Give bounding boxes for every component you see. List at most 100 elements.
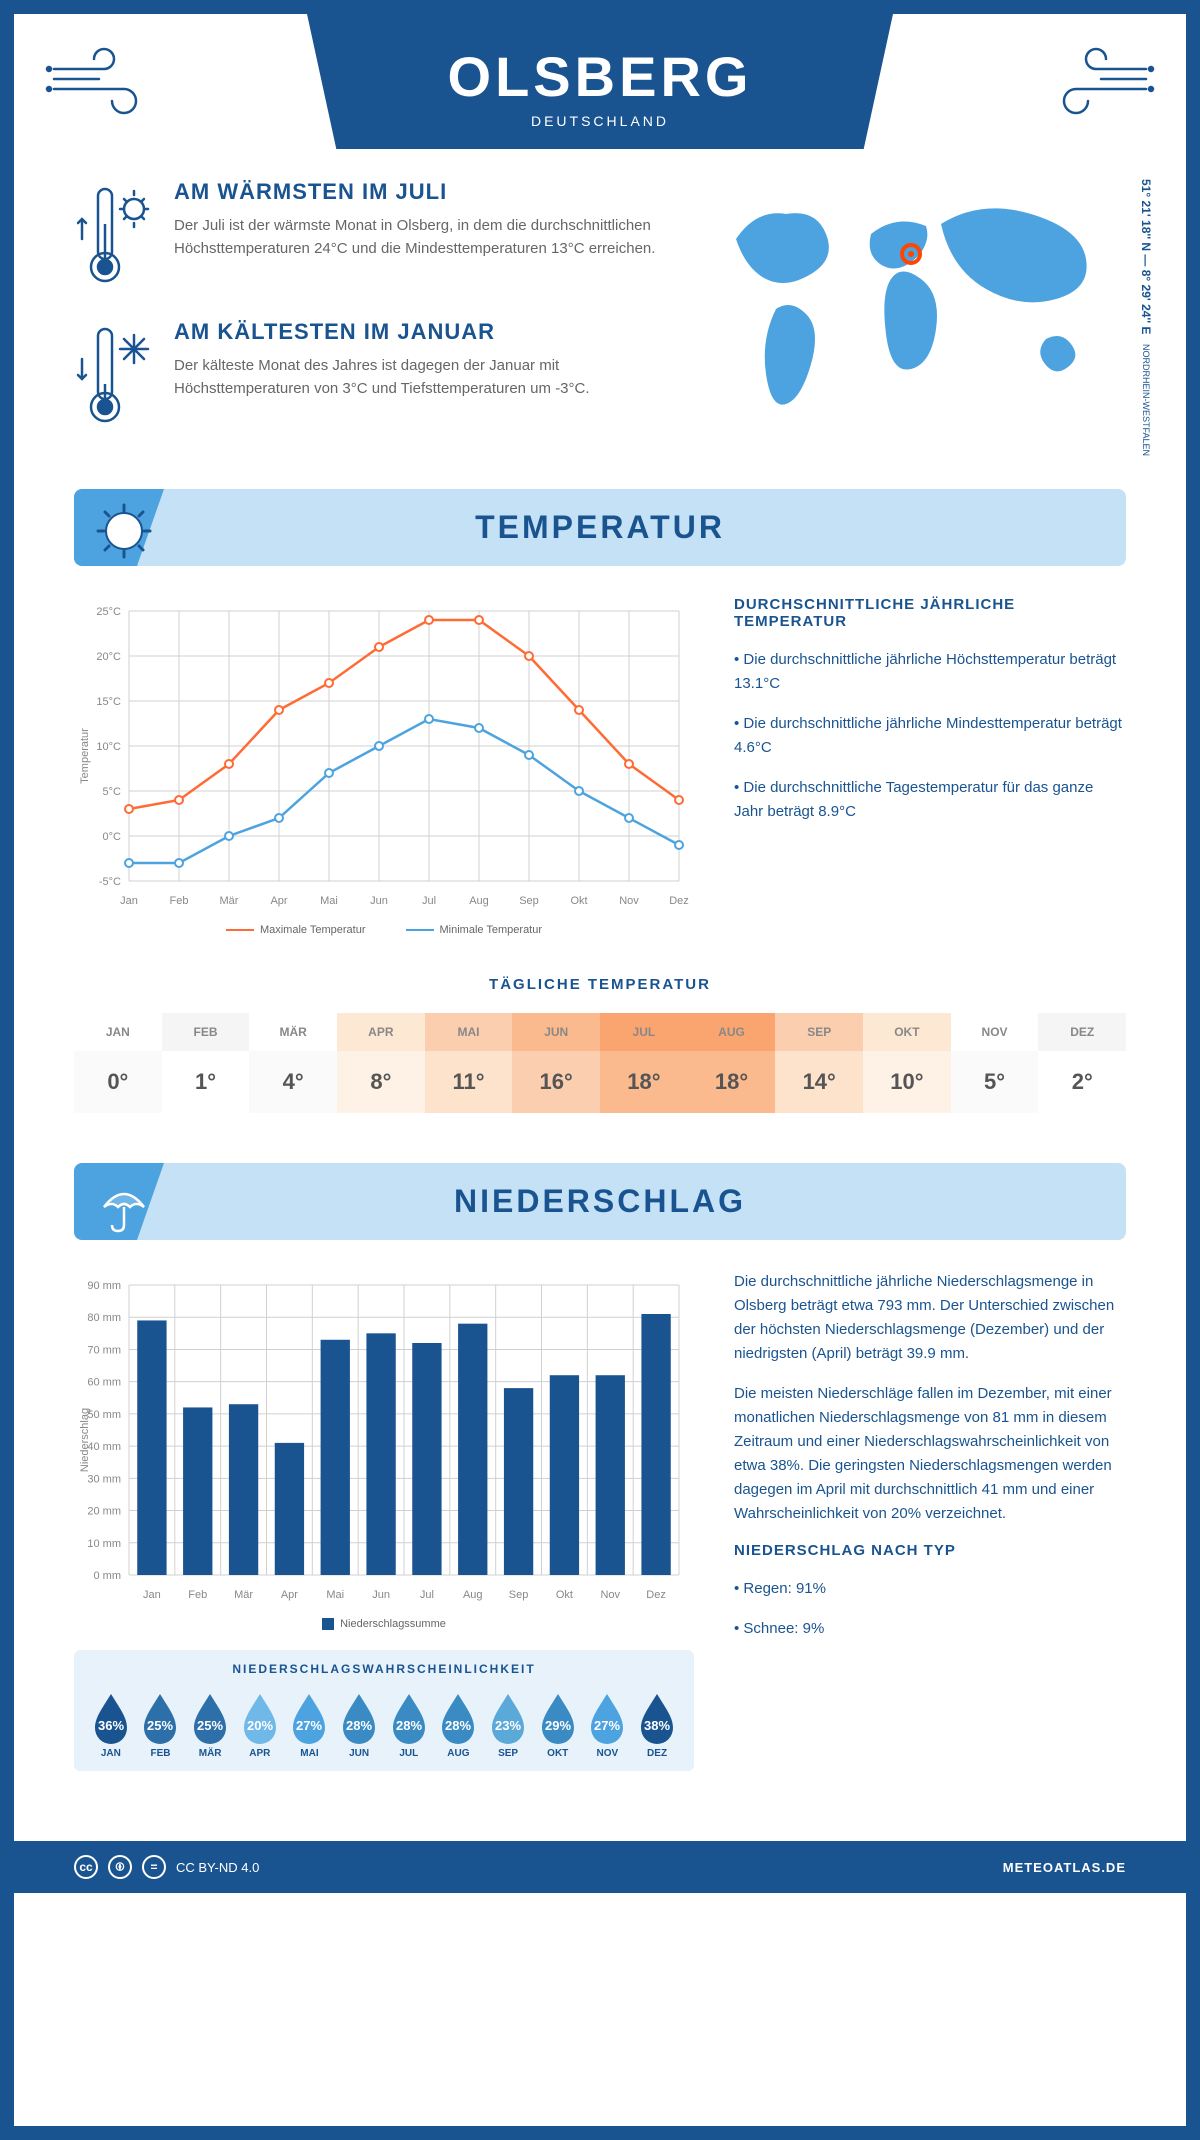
svg-text:Dez: Dez <box>646 1589 666 1601</box>
drop-item: 25%MÄR <box>188 1690 232 1759</box>
svg-text:Temperatur: Temperatur <box>79 728 91 784</box>
svg-text:27%: 27% <box>296 1718 322 1733</box>
svg-text:0 mm: 0 mm <box>94 1570 122 1582</box>
svg-text:Okt: Okt <box>556 1589 573 1601</box>
drop-item: 28%AUG <box>436 1690 480 1759</box>
svg-text:Nov: Nov <box>600 1589 620 1601</box>
coordinates: 51° 21' 18'' N — 8° 29' 24'' E NORDRHEIN… <box>1137 179 1154 456</box>
svg-text:15°C: 15°C <box>96 696 121 708</box>
svg-text:Mär: Mär <box>220 895 239 907</box>
svg-text:28%: 28% <box>346 1718 372 1733</box>
svg-text:30 mm: 30 mm <box>87 1473 121 1485</box>
temp-stat2: • Die durchschnittliche jährliche Mindes… <box>734 712 1126 760</box>
temp-cell: JAN0° <box>74 1013 162 1113</box>
nd-icon: = <box>142 1855 166 1879</box>
temp-cell: APR8° <box>337 1013 425 1113</box>
svg-text:Apr: Apr <box>270 895 287 907</box>
header: OLSBERG DEUTSCHLAND <box>307 14 893 149</box>
svg-text:Jul: Jul <box>420 1589 434 1601</box>
temp-cell: FEB1° <box>162 1013 250 1113</box>
daily-temp-grid: JAN0°FEB1°MÄR4°APR8°MAI11°JUN16°JUL18°AU… <box>74 1013 1126 1113</box>
temp-cell: SEP14° <box>775 1013 863 1113</box>
cold-text: Der kälteste Monat des Jahres ist dagege… <box>174 355 666 400</box>
svg-text:10 mm: 10 mm <box>87 1538 121 1550</box>
drop-item: 36%JAN <box>89 1690 133 1759</box>
svg-text:28%: 28% <box>445 1718 471 1733</box>
warmest-block: AM WÄRMSTEN IM JULI Der Juli ist der wär… <box>74 179 666 289</box>
svg-text:27%: 27% <box>594 1718 620 1733</box>
svg-text:Okt: Okt <box>570 895 587 907</box>
temp-cell: JUN16° <box>512 1013 600 1113</box>
drop-item: 25%FEB <box>138 1690 182 1759</box>
cold-title: AM KÄLTESTEN IM JANUAR <box>174 319 666 345</box>
svg-text:29%: 29% <box>545 1718 571 1733</box>
svg-text:Feb: Feb <box>170 895 189 907</box>
umbrella-icon <box>94 1175 154 1235</box>
svg-text:40 mm: 40 mm <box>87 1441 121 1453</box>
svg-text:Mär: Mär <box>234 1589 253 1601</box>
svg-text:25°C: 25°C <box>96 606 121 618</box>
drop-item: 27%MAI <box>287 1690 331 1759</box>
svg-text:Mai: Mai <box>320 895 338 907</box>
svg-text:60 mm: 60 mm <box>87 1377 121 1389</box>
drop-item: 27%NOV <box>585 1690 629 1759</box>
svg-text:Jul: Jul <box>422 895 436 907</box>
svg-text:23%: 23% <box>495 1718 521 1733</box>
license-text: CC BY-ND 4.0 <box>176 1860 259 1875</box>
coldest-block: AM KÄLTESTEN IM JANUAR Der kälteste Mona… <box>74 319 666 429</box>
cc-icon: cc <box>74 1855 98 1879</box>
precip-type-title: NIEDERSCHLAG NACH TYP <box>734 1542 1126 1559</box>
precipitation-bar-chart: 0 mm 10 mm 20 mm 30 mm 40 mm 50 mm 60 mm 70 mm 8… <box>74 1270 694 1610</box>
svg-text:36%: 36% <box>98 1718 124 1733</box>
temp-cell: OKT10° <box>863 1013 951 1113</box>
svg-text:Nov: Nov <box>619 895 639 907</box>
svg-text:5°C: 5°C <box>103 786 122 798</box>
wind-icon-left <box>44 44 164 124</box>
svg-text:25%: 25% <box>147 1718 173 1733</box>
temp-cell: DEZ2° <box>1038 1013 1126 1113</box>
svg-text:38%: 38% <box>644 1718 670 1733</box>
svg-text:80 mm: 80 mm <box>87 1312 121 1324</box>
svg-text:Niederschlag: Niederschlag <box>79 1408 91 1472</box>
precip-title: NIEDERSCHLAG <box>104 1183 1096 1220</box>
by-icon: 🅯 <box>108 1855 132 1879</box>
precip-rain: • Regen: 91% <box>734 1577 1126 1601</box>
site-name: METEOATLAS.DE <box>1003 1860 1126 1875</box>
svg-text:Feb: Feb <box>188 1589 207 1601</box>
temp-cell: MÄR4° <box>249 1013 337 1113</box>
city-title: OLSBERG <box>327 44 873 109</box>
svg-text:Jan: Jan <box>143 1589 161 1601</box>
precip-para1: Die durchschnittliche jährliche Niedersc… <box>734 1270 1126 1366</box>
svg-text:50 mm: 50 mm <box>87 1409 121 1421</box>
temp-cell: JUL18° <box>600 1013 688 1113</box>
drop-item: 29%OKT <box>536 1690 580 1759</box>
temp-legend: Maximale Temperatur Minimale Temperatur <box>74 924 694 936</box>
footer: cc 🅯 = CC BY-ND 4.0 METEOATLAS.DE <box>14 1841 1186 1893</box>
svg-text:20%: 20% <box>247 1718 273 1733</box>
precip-legend: Niederschlagssumme <box>74 1618 694 1630</box>
wind-icon-right <box>1036 44 1156 124</box>
svg-text:Jan: Jan <box>120 895 138 907</box>
drop-item: 28%JUL <box>387 1690 431 1759</box>
svg-text:28%: 28% <box>396 1718 422 1733</box>
svg-text:70 mm: 70 mm <box>87 1344 121 1356</box>
temp-cell: AUG18° <box>688 1013 776 1113</box>
temp-title: TEMPERATUR <box>104 509 1096 546</box>
drop-item: 20%APR <box>238 1690 282 1759</box>
temp-stat1: • Die durchschnittliche jährliche Höchst… <box>734 648 1126 696</box>
drop-item: 38%DEZ <box>635 1690 679 1759</box>
drop-item: 28%JUN <box>337 1690 381 1759</box>
daily-temp-title: TÄGLICHE TEMPERATUR <box>74 976 1126 993</box>
temp-cell: NOV5° <box>951 1013 1039 1113</box>
drop-item: 23%SEP <box>486 1690 530 1759</box>
temp-stats-title: DURCHSCHNITTLICHE JÄHRLICHE TEMPERATUR <box>734 596 1126 630</box>
thermometer-cold-icon <box>74 319 154 429</box>
svg-text:0°C: 0°C <box>103 831 122 843</box>
precip-para2: Die meisten Niederschläge fallen im Deze… <box>734 1382 1126 1526</box>
temp-stat3: • Die durchschnittliche Tagestemperatur … <box>734 776 1126 824</box>
temperature-line-chart: -5°C0°C5°C10°C15°C20°C25°CJanFebMärAprMa… <box>74 596 694 916</box>
svg-text:10°C: 10°C <box>96 741 121 753</box>
svg-text:Jun: Jun <box>370 895 388 907</box>
svg-text:Mai: Mai <box>326 1589 344 1601</box>
svg-text:20 mm: 20 mm <box>87 1506 121 1518</box>
